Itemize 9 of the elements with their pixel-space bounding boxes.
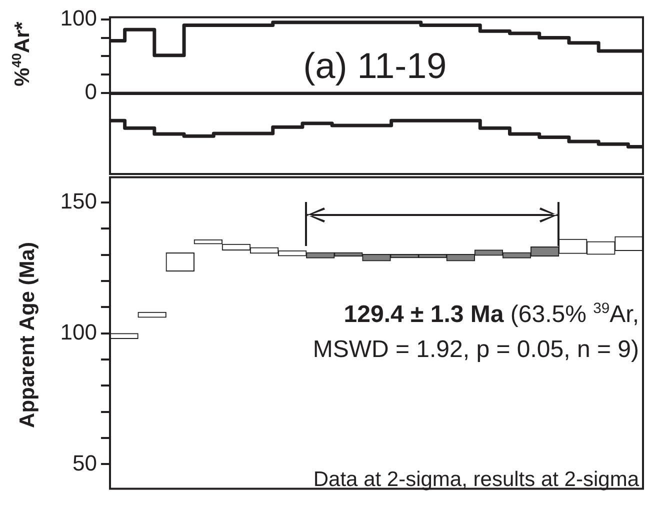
annotation: 129.4 ± 1.3 Ma [344,301,504,328]
y-tick-label: 150 [60,188,97,214]
y-tick-label: 100 [60,5,97,30]
annotation: (a) 11-19 [303,45,447,87]
y-axis-title: Apparent Age (Ma) [16,242,40,428]
annotation: Data at 2-sigma, results at 2-sigma [313,468,639,492]
y-tick-label: 50 [72,450,97,476]
y-tick-label: 100 [60,319,97,344]
y-tick-label: 0 [84,78,97,104]
